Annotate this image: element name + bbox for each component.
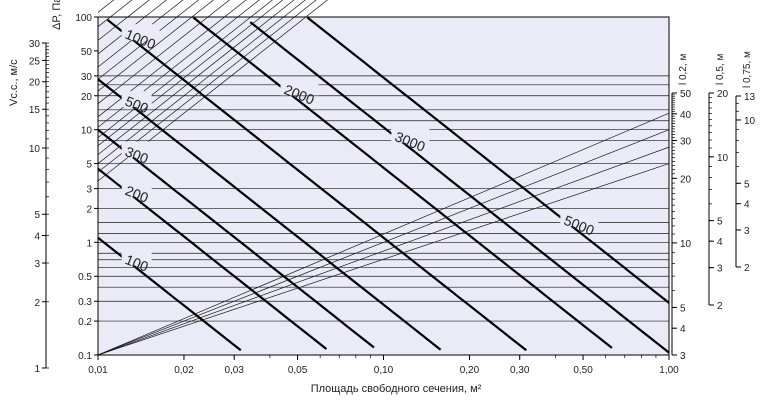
velocity-axis: 1 2 3 4 5 10 15 20 25 30: [29, 39, 49, 375]
velocity-tick-label: 30: [29, 39, 41, 50]
dp-tick-label: 30: [81, 72, 93, 83]
rising-line: [97, 0, 247, 118]
x-tick-label: 0,50: [573, 365, 593, 376]
airflow-line: [97, 128, 375, 349]
throw-tick-label: 13: [744, 92, 756, 103]
throw-tick-label: 20: [717, 89, 729, 100]
throw-tick-label: 10: [680, 239, 692, 250]
x-tick-label: 0,03: [224, 365, 244, 376]
dp-tick-label: 0.1: [78, 351, 92, 362]
velocity-tick-label: 1: [34, 364, 40, 375]
throw-axis-label: l 0,2, м: [678, 54, 689, 85]
rising-line: [97, 0, 284, 147]
airflow-label-bg: [121, 141, 152, 158]
x-tick-label: 0,05: [288, 365, 308, 376]
x-tick-label: 0,02: [174, 365, 194, 376]
rising-line: [97, 0, 328, 182]
throw-tick-label: 2: [717, 301, 723, 312]
dp-tick-label: 0.3: [78, 297, 92, 308]
throw-tick-label: 5: [717, 217, 723, 228]
rising-line: [97, 0, 295, 155]
dp-tick-label: 1: [86, 238, 92, 249]
velocity-tick-label: 20: [29, 78, 41, 89]
velocity-tick-label: 4: [34, 232, 40, 243]
rising-line: [97, 146, 670, 356]
airflow-line: [97, 78, 442, 351]
x-tick-label: 0,10: [374, 365, 394, 376]
throw-axis-label: l 0,5, м: [715, 54, 726, 85]
airflow-label-bg: [560, 210, 599, 227]
x-axis: 0,01 0,02 0,03 0,05 0,10 0,20 0,30 0,50 1,00: [88, 355, 679, 376]
dp-tick-label: 10: [81, 126, 93, 137]
throw-tick-label: 2: [744, 263, 750, 274]
dp-tick-label: 50: [81, 47, 93, 58]
velocity-tick-label: 3: [34, 259, 40, 270]
airflow-label-bg: [391, 126, 430, 143]
dp-tick-label: 100: [75, 13, 92, 24]
velocity-tick-label: 25: [29, 56, 41, 67]
throw-tick-label: 10: [744, 116, 756, 127]
velocity-tick-label: 10: [29, 144, 41, 155]
throw-tick-label: 4: [744, 200, 750, 211]
rising-line: [97, 163, 670, 356]
dp-tick-label: 0.2: [78, 317, 92, 328]
throw-tick-label: 4: [717, 237, 723, 248]
rising-line: [97, 112, 670, 356]
rising-line: [97, 0, 260, 128]
airflow-label-bg: [121, 24, 160, 41]
throw-tick-label: 10: [717, 153, 729, 164]
pressure-drop-axis: 0.1 0.2 0.3 0.5 1 2 3 5 10 20 30 50 100: [75, 13, 99, 362]
throw-tick-label: 3: [717, 264, 723, 275]
x-tick-label: 0,30: [510, 365, 530, 376]
throw-tick-label: 5: [744, 179, 750, 190]
rising-line: [97, 0, 230, 104]
rising-line: [97, 0, 273, 138]
throw-tick-label: 5: [680, 303, 686, 314]
velocity-tick-label: 15: [29, 105, 41, 116]
rising-line: [97, 0, 214, 92]
throw-tick-label: 3: [680, 351, 686, 362]
airflow-line: [192, 16, 613, 349]
dp-tick-label: 0.5: [78, 272, 92, 283]
airflow-line: [106, 18, 527, 352]
throw-tick-label: 40: [680, 110, 692, 121]
velocity-axis-label: Vc.c., м/с: [8, 59, 20, 106]
throw-tick-label: 30: [680, 137, 692, 148]
plot-area: [98, 17, 669, 355]
airflow-label-bg: [121, 180, 152, 197]
throw-tick-label: 4: [680, 324, 686, 335]
throw-tick-label: 50: [680, 89, 692, 100]
throw-axis-label: l 0,75, м: [742, 51, 753, 88]
dp-tick-label: 3: [86, 185, 92, 196]
airflow-label-bg: [280, 79, 319, 96]
rising-lines: [97, 0, 670, 356]
horizontal-gridlines: [98, 75, 669, 322]
x-tick-label: 0,01: [88, 365, 108, 376]
x-axis-label: Площадь свободного сечения, м²: [311, 383, 482, 395]
airflow-label-bg: [121, 249, 152, 266]
pressure-drop-axis-label: ΔP, Па: [51, 0, 63, 30]
airflow-label-bg: [121, 91, 152, 108]
airflow-line: [306, 16, 670, 304]
dp-tick-label: 2: [86, 204, 92, 215]
airflow-line: [97, 167, 328, 350]
rising-line: [97, 0, 115, 13]
throw-tick-label: 3: [744, 226, 750, 237]
throw-tick-label: 20: [680, 174, 692, 185]
x-tick-label: 1,00: [659, 365, 679, 376]
rising-line: [97, 0, 317, 173]
x-tick-label: 0,20: [460, 365, 480, 376]
velocity-tick-label: 5: [34, 210, 40, 221]
velocity-tick-label: 2: [34, 298, 40, 309]
dp-tick-label: 5: [86, 160, 92, 171]
throw-axes: 3 4 5 10 20 30 40 50 l 0,2, м 2 3 4 5 10 20 l 0,5, м 2 3 4…: [671, 51, 756, 362]
airflow-line: [249, 21, 670, 354]
dp-tick-label: 20: [81, 92, 93, 103]
rising-line: [97, 0, 200, 80]
